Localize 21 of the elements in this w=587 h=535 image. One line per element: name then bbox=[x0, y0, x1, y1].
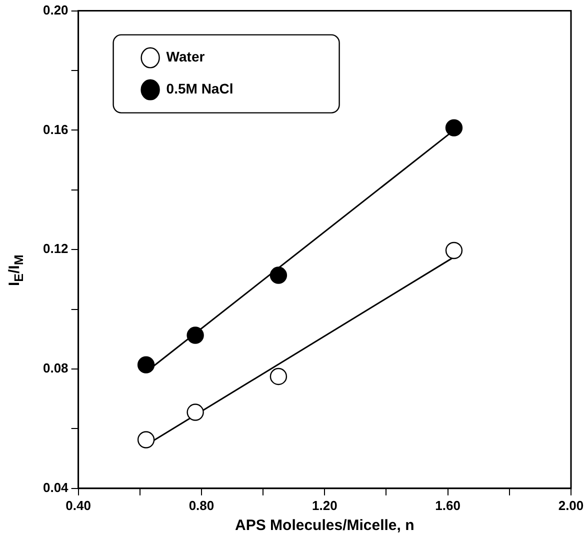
x-tick-label: 0.40 bbox=[66, 498, 91, 513]
point bbox=[445, 119, 463, 136]
x-axis-title: APS Molecules/Micelle, n bbox=[235, 517, 414, 534]
x-tick-label: 2.00 bbox=[558, 498, 584, 513]
point bbox=[270, 266, 288, 284]
point bbox=[137, 431, 155, 448]
point bbox=[445, 242, 463, 260]
point bbox=[137, 356, 155, 374]
y-tick-label: 0.20 bbox=[42, 2, 68, 18]
point bbox=[186, 326, 204, 344]
point bbox=[186, 404, 204, 421]
point bbox=[270, 368, 288, 386]
x-tick-label: 1.60 bbox=[435, 498, 460, 513]
y-tick-label: 0.04 bbox=[42, 480, 70, 495]
y-tick-label: 0.12 bbox=[42, 241, 68, 256]
y-tick-label: 0.16 bbox=[42, 122, 68, 137]
x-tick-label: 0.80 bbox=[188, 498, 214, 513]
legend-label: Water bbox=[166, 48, 206, 65]
y-tick-label: 0.08 bbox=[42, 360, 68, 376]
x-tick-label: 1.20 bbox=[312, 498, 338, 513]
legend-label: 0.5M NaCl bbox=[166, 80, 234, 97]
